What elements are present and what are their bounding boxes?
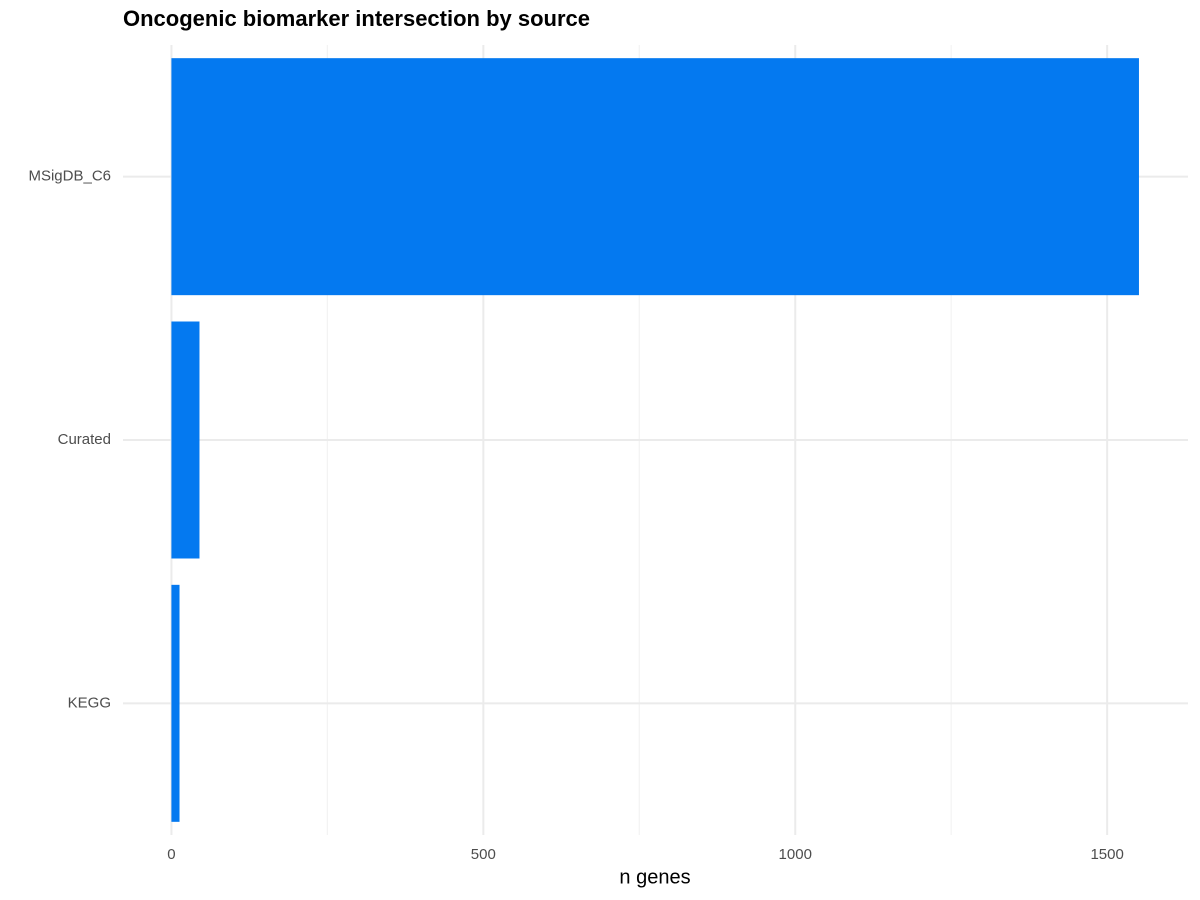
x-axis-label: n genes (619, 866, 690, 888)
y-tick-label: MSigDB_C6 (28, 168, 111, 185)
bar (171, 584, 180, 822)
bar (171, 58, 1139, 296)
chart-title: Oncogenic biomarker intersection by sour… (123, 6, 590, 31)
y-tick-label: KEGG (68, 694, 111, 711)
x-tick-label: 1000 (779, 846, 812, 863)
x-tick-label: 0 (167, 846, 175, 863)
y-tick-label: Curated (58, 431, 111, 448)
x-tick-label: 1500 (1090, 846, 1123, 863)
bar (171, 321, 200, 559)
x-tick-label: 500 (471, 846, 496, 863)
